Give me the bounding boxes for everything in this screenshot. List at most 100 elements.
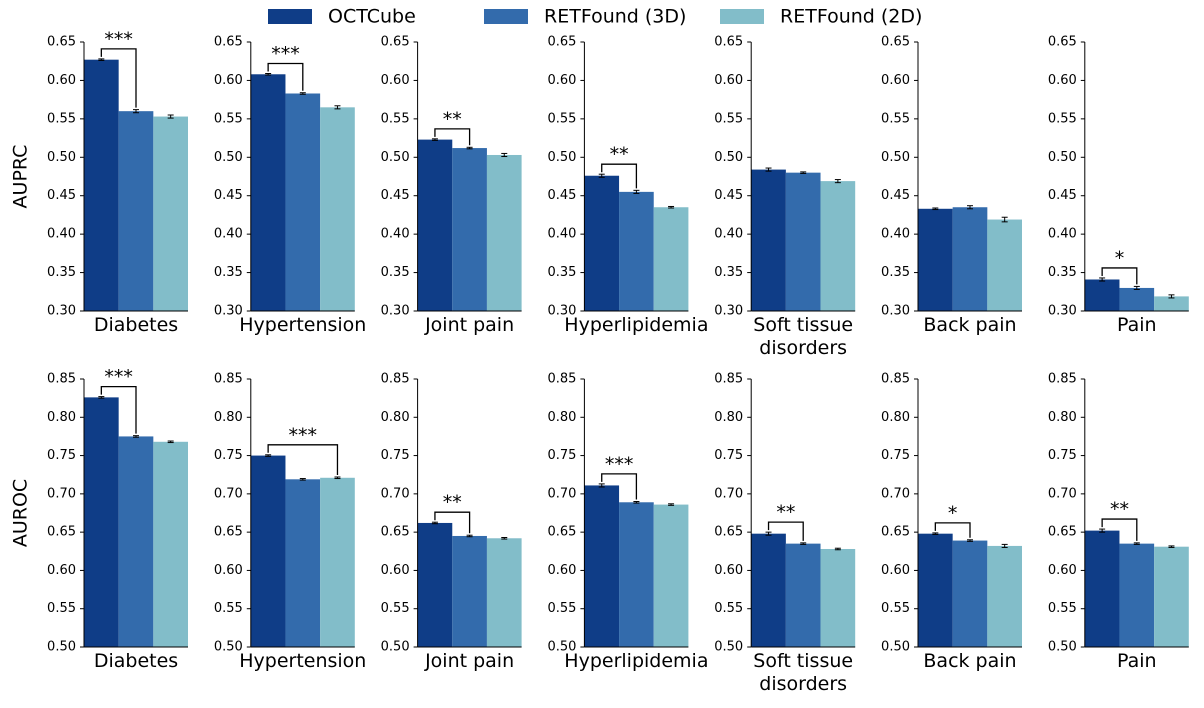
- y-tick-label: 0.60: [47, 563, 76, 578]
- bar: [952, 540, 988, 647]
- significance-label: **: [776, 502, 795, 524]
- error-bar: [466, 146, 473, 150]
- error-bar: [334, 476, 341, 480]
- y-tick-label: 0.80: [547, 410, 576, 425]
- y-tick-label: 0.30: [547, 304, 576, 319]
- y-tick-label: 0.60: [214, 73, 243, 88]
- y-tick-label: 0.45: [547, 188, 576, 203]
- legend-swatch: [484, 9, 528, 24]
- error-bar: [765, 167, 772, 172]
- error-bar: [133, 435, 139, 438]
- y-tick-label: 0.50: [214, 640, 243, 655]
- x-axis-label: Hypertension: [239, 314, 367, 336]
- y-tick-label: 0.65: [47, 35, 76, 50]
- error-bar: [800, 171, 807, 174]
- bar: [584, 485, 620, 647]
- error-bar: [668, 205, 675, 209]
- y-tick-label: 0.65: [714, 35, 743, 50]
- error-bar: [765, 531, 772, 536]
- bar: [118, 111, 154, 312]
- y-tick-label: 0.60: [881, 73, 910, 88]
- significance-bracket: [767, 521, 804, 541]
- y-tick-label: 0.80: [381, 410, 410, 425]
- y-tick-label: 0.60: [1048, 73, 1077, 88]
- bar: [918, 208, 953, 311]
- y-tick-label: 0.50: [47, 150, 76, 165]
- y-tick-label: 0.75: [47, 448, 76, 463]
- bar: [486, 154, 522, 311]
- y-tick-label: 0.50: [714, 150, 743, 165]
- y-tick-label: 0.60: [214, 563, 243, 578]
- y-tick-label: 0.85: [547, 372, 576, 387]
- y-tick-label: 0.60: [1048, 563, 1077, 578]
- error-bar: [133, 109, 139, 114]
- bar: [320, 107, 355, 311]
- legend-swatch: [720, 9, 764, 24]
- y-tick-label: 0.45: [881, 188, 910, 203]
- legend-swatch: [268, 9, 312, 24]
- bar: [320, 477, 355, 647]
- y-tick-label: 0.55: [547, 111, 576, 126]
- y-tick-label: 0.55: [714, 601, 743, 616]
- y-tick-label: 0.85: [881, 372, 910, 387]
- significance-bracket: [267, 62, 304, 91]
- y-tick-label: 0.35: [381, 265, 410, 280]
- error-bar: [1168, 294, 1175, 299]
- y-tick-label: 0.40: [547, 227, 576, 242]
- y-tick-label: 0.45: [381, 188, 410, 203]
- y-tick-label: 0.80: [1048, 410, 1077, 425]
- error-bar: [167, 440, 174, 444]
- y-tick-label: 0.75: [547, 448, 576, 463]
- x-axis-label: Joint pain: [425, 314, 515, 336]
- y-tick-label: 0.60: [714, 563, 743, 578]
- significance-label: ***: [104, 366, 133, 388]
- y-tick-label: 0.50: [881, 640, 910, 655]
- bar: [1154, 546, 1189, 647]
- error-bar: [1099, 528, 1106, 533]
- y-tick-label: 0.65: [714, 525, 743, 540]
- y-tick-label: 0.55: [381, 111, 410, 126]
- error-bar: [501, 152, 508, 158]
- error-bar: [431, 521, 438, 525]
- bar: [952, 207, 988, 311]
- significance-bracket: [601, 473, 638, 500]
- y-tick-label: 0.40: [47, 227, 76, 242]
- x-axis-label: Hyperlipidemia: [564, 314, 709, 336]
- significance-label: *: [1115, 247, 1125, 269]
- y-tick-label: 0.85: [47, 372, 76, 387]
- x-axis-label: Soft tissue disorders: [753, 314, 854, 359]
- y-tick-label: 0.40: [714, 227, 743, 242]
- y-tick-label: 0.55: [214, 601, 243, 616]
- y-tick-label: 0.65: [881, 35, 910, 50]
- y-tick-label: 0.30: [381, 304, 410, 319]
- error-bar: [668, 503, 675, 506]
- bar: [820, 548, 856, 647]
- bar: [285, 479, 321, 647]
- error-bar: [501, 537, 508, 540]
- significance-bracket: [1101, 267, 1138, 285]
- error-bar: [1001, 216, 1008, 223]
- significance-label: **: [443, 492, 462, 514]
- y-tick-label: 0.65: [881, 525, 910, 540]
- y-tick-label: 0.85: [214, 372, 243, 387]
- x-axis-label: Back pain: [923, 650, 1017, 672]
- y-tick-label: 0.65: [547, 525, 576, 540]
- error-bar: [98, 58, 105, 61]
- y-tick-label: 0.80: [47, 410, 76, 425]
- error-bar: [1099, 277, 1106, 282]
- y-tick-label: 0.40: [381, 227, 410, 242]
- y-tick-label: 0.50: [214, 150, 243, 165]
- significance-bracket: [434, 511, 471, 534]
- x-axis-label: Back pain: [923, 314, 1017, 336]
- y-tick-label: 0.65: [381, 525, 410, 540]
- x-axis-label: Diabetes: [93, 314, 179, 336]
- y-tick-label: 0.85: [381, 372, 410, 387]
- y-tick-label: 0.60: [714, 73, 743, 88]
- error-bar: [633, 501, 640, 504]
- error-bar: [800, 542, 807, 545]
- bar: [285, 93, 321, 311]
- y-tick-label: 0.55: [381, 601, 410, 616]
- x-axis-label: Joint pain: [425, 650, 515, 672]
- y-tick-label: 0.70: [381, 486, 410, 501]
